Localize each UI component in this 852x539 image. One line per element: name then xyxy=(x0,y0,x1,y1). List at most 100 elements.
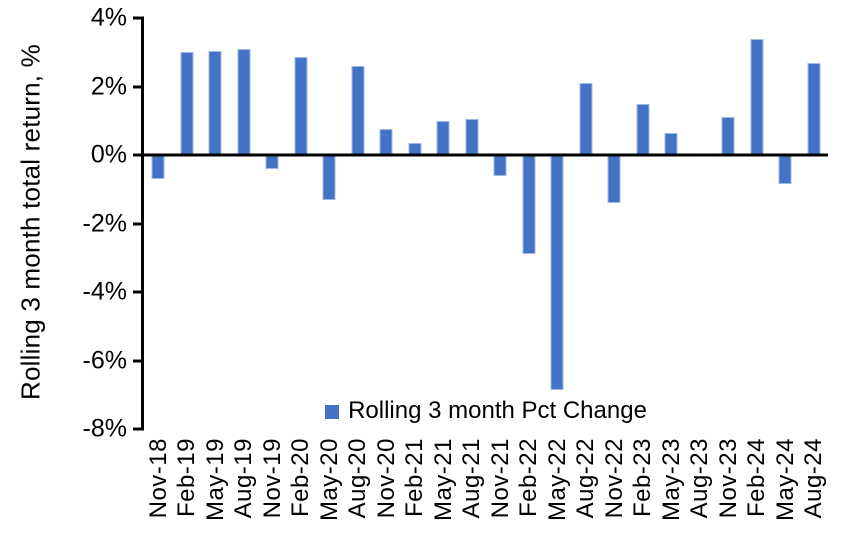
bar-series xyxy=(144,18,828,429)
x-axis-label: Aug-23 xyxy=(686,438,714,519)
x-axis-label: May-21 xyxy=(429,438,457,522)
bar-Nov-20 xyxy=(379,129,393,155)
y-tick-mark xyxy=(133,427,144,431)
x-axis-label: Nov-18 xyxy=(144,438,172,519)
y-tick-label: -4% xyxy=(82,277,127,306)
bar-slot-Aug-20 xyxy=(344,18,373,429)
x-axis-label: Aug-20 xyxy=(344,438,372,519)
x-label-slot: May-21 xyxy=(429,438,458,521)
bar-Nov-18 xyxy=(151,155,165,179)
x-axis-label: May-19 xyxy=(201,438,229,522)
bar-May-23 xyxy=(664,132,678,155)
x-label-slot: Feb-20 xyxy=(287,438,316,517)
bar-Feb-24 xyxy=(750,38,764,155)
bar-May-24 xyxy=(778,155,792,185)
bar-slot-Nov-19 xyxy=(258,18,287,429)
x-axis-label: May-23 xyxy=(657,438,685,522)
x-label-slot: Aug-21 xyxy=(458,438,487,518)
y-tick-label: 4% xyxy=(90,3,127,32)
x-axis-label: Aug-24 xyxy=(800,438,828,519)
x-label-slot: Nov-18 xyxy=(144,438,173,518)
legend: Rolling 3 month Pct Change xyxy=(144,399,828,423)
bar-slot-Aug-22 xyxy=(572,18,601,429)
x-axis-label: Feb-19 xyxy=(173,438,201,518)
bar-slot-Nov-22 xyxy=(600,18,629,429)
bar-Aug-24 xyxy=(807,62,821,155)
x-label-slot: Aug-22 xyxy=(572,438,601,518)
bar-slot-Feb-19 xyxy=(173,18,202,429)
bar-slot-Aug-21 xyxy=(458,18,487,429)
y-tick-mark xyxy=(133,153,144,157)
x-label-slot: May-23 xyxy=(657,438,686,521)
x-label-slot: May-19 xyxy=(201,438,230,521)
bar-slot-Aug-19 xyxy=(230,18,259,429)
y-tick-mark xyxy=(133,290,144,294)
bar-May-21 xyxy=(436,120,450,155)
bar-Nov-23 xyxy=(721,117,735,155)
bar-Aug-19 xyxy=(237,48,251,155)
y-tick-mark xyxy=(133,222,144,225)
bar-slot-May-22 xyxy=(543,18,572,429)
y-tick-label: -6% xyxy=(82,346,127,374)
x-label-slot: Nov-20 xyxy=(372,438,401,518)
bar-slot-Nov-21 xyxy=(486,18,515,429)
x-label-slot: Feb-22 xyxy=(515,438,544,517)
x-axis-label: Nov-21 xyxy=(486,438,514,519)
x-axis-label: Feb-24 xyxy=(743,438,771,518)
bar-Aug-20 xyxy=(351,65,365,155)
bar-slot-Aug-23 xyxy=(686,18,715,429)
bar-slot-Nov-18 xyxy=(144,18,173,429)
x-label-slot: Aug-23 xyxy=(686,438,715,518)
bar-Nov-22 xyxy=(607,155,621,203)
x-axis-label: Nov-19 xyxy=(258,438,286,519)
bar-slot-Aug-24 xyxy=(800,18,829,429)
bar-slot-May-24 xyxy=(771,18,800,429)
bar-slot-Feb-24 xyxy=(743,18,772,429)
bar-slot-Feb-22 xyxy=(515,18,544,429)
bar-slot-Feb-23 xyxy=(629,18,658,429)
x-label-slot: Feb-23 xyxy=(629,438,658,517)
bar-Feb-19 xyxy=(180,52,194,155)
x-label-slot: Nov-22 xyxy=(600,438,629,518)
y-tick-label: 2% xyxy=(90,72,127,100)
y-tick-label: 0% xyxy=(90,140,127,169)
bar-Nov-21 xyxy=(493,155,507,176)
x-label-slot: Nov-21 xyxy=(486,438,515,518)
bar-slot-May-23 xyxy=(657,18,686,429)
bar-May-22 xyxy=(550,155,564,390)
bar-slot-Feb-20 xyxy=(287,18,316,429)
y-tick-mark xyxy=(133,16,144,20)
x-label-slot: Nov-23 xyxy=(714,438,743,518)
bar-Feb-20 xyxy=(294,57,308,155)
x-axis-label: Aug-22 xyxy=(572,438,600,519)
x-axis-label: May-20 xyxy=(315,438,343,522)
bar-slot-May-20 xyxy=(315,18,344,429)
x-label-slot: May-24 xyxy=(771,438,800,521)
x-label-slot: Feb-21 xyxy=(401,438,430,517)
x-axis-label: May-24 xyxy=(771,438,799,522)
y-tick-mark xyxy=(133,85,144,88)
legend-marker-icon xyxy=(325,405,340,419)
bar-Aug-22 xyxy=(579,83,593,155)
x-label-slot: Feb-19 xyxy=(173,438,202,517)
x-axis-label: May-22 xyxy=(543,438,571,522)
x-label-slot: Feb-24 xyxy=(743,438,772,517)
y-tick-label: -8% xyxy=(82,414,127,443)
x-axis-label: Aug-19 xyxy=(230,438,258,519)
legend-label: Rolling 3 month Pct Change xyxy=(348,397,647,424)
x-label-slot: Aug-19 xyxy=(230,438,259,518)
bar-Nov-19 xyxy=(265,155,279,169)
bar-Feb-22 xyxy=(522,155,536,255)
x-axis-label: Aug-21 xyxy=(458,438,486,519)
bar-slot-May-19 xyxy=(201,18,230,429)
bar-slot-Feb-21 xyxy=(401,18,430,429)
y-tick-mark xyxy=(133,359,144,362)
bar-slot-May-21 xyxy=(429,18,458,429)
x-axis-label: Feb-23 xyxy=(629,438,657,518)
bar-May-19 xyxy=(208,50,222,155)
y-tick-label: -2% xyxy=(82,209,127,237)
plot-area xyxy=(141,18,828,429)
bar-slot-Nov-23 xyxy=(714,18,743,429)
x-axis-label: Nov-22 xyxy=(600,438,628,519)
